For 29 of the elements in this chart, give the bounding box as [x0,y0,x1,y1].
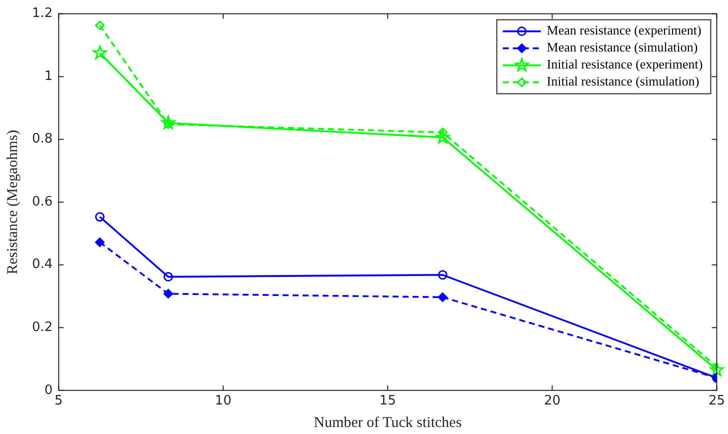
point [161,116,176,130]
point [438,292,448,302]
legend-label: Mean resistance (simulation) [546,40,698,55]
legend-label: Mean resistance (experiment) [546,22,702,38]
point [438,270,448,280]
point [163,288,173,298]
x-tick-label: 20 [544,394,560,409]
y-tick-label: 0.8 [32,132,53,147]
legend-label: Initial resistance (simulation) [546,74,700,89]
point [163,272,173,282]
point [95,212,105,222]
y-tick-label: 0.2 [32,320,53,336]
y-tick-label: 1 [44,68,53,84]
x-axis-title: Number of Tuck stitches [314,414,462,431]
x-tick-label: 10 [214,394,232,409]
y-tick-label: 1.2 [32,6,53,22]
point [95,20,105,30]
x-tick-label: 25 [708,394,725,409]
x-tick-label: 15 [379,394,396,409]
point [92,46,107,60]
y-tick-label: 0.4 [32,257,53,272]
point [710,362,724,376]
y-tick-label: 0.6 [32,194,53,210]
y-axis-title: Resistance (Megaohms) [4,130,21,274]
legend-label: Initial resistance (experiment) [546,56,703,72]
point [95,238,105,248]
point [436,130,450,144]
x-tick-label: 5 [54,394,63,409]
y-tick-label: 0 [44,382,53,398]
